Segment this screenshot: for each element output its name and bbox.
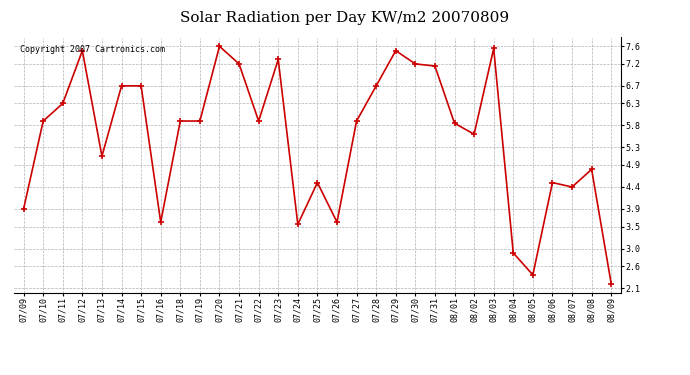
Text: Solar Radiation per Day KW/m2 20070809: Solar Radiation per Day KW/m2 20070809 [181, 11, 509, 25]
Text: Copyright 2007 Cartronics.com: Copyright 2007 Cartronics.com [20, 45, 165, 54]
